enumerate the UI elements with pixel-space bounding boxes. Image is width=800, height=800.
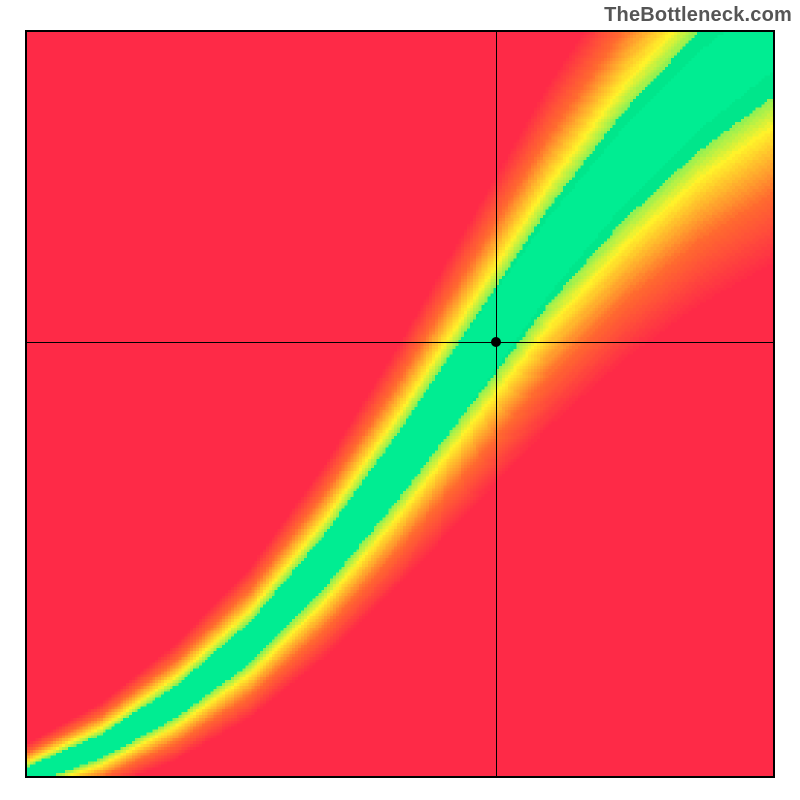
chart-container: { "watermark": { "text": "TheBottleneck.… bbox=[0, 0, 800, 800]
crosshair-marker bbox=[491, 337, 501, 347]
heatmap-frame bbox=[25, 30, 775, 778]
heatmap-canvas bbox=[27, 32, 773, 776]
crosshair-vertical bbox=[496, 32, 497, 776]
crosshair-horizontal bbox=[27, 342, 773, 343]
watermark-text: TheBottleneck.com bbox=[604, 4, 792, 27]
